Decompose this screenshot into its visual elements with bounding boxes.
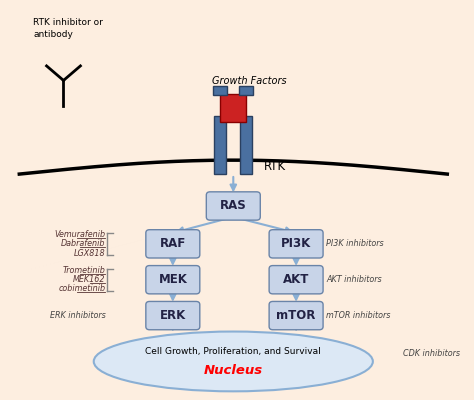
FancyBboxPatch shape xyxy=(220,94,246,122)
Text: RAS: RAS xyxy=(220,200,246,212)
Text: Dabrafenib: Dabrafenib xyxy=(61,239,105,248)
Text: Growth Factors: Growth Factors xyxy=(212,76,287,86)
Text: Cell Growth, Proliferation, and Survival: Cell Growth, Proliferation, and Survival xyxy=(146,347,321,356)
FancyBboxPatch shape xyxy=(146,230,200,258)
Text: Trometinib: Trometinib xyxy=(63,266,105,275)
Text: MEK: MEK xyxy=(158,273,187,286)
Text: RAF: RAF xyxy=(160,237,186,250)
Text: CDK inhibitors: CDK inhibitors xyxy=(403,349,460,358)
Text: PI3K inhibitors: PI3K inhibitors xyxy=(326,239,384,248)
Text: RTK: RTK xyxy=(264,160,286,173)
Ellipse shape xyxy=(94,332,373,391)
Text: AKT: AKT xyxy=(283,273,310,286)
FancyBboxPatch shape xyxy=(146,266,200,294)
FancyBboxPatch shape xyxy=(239,86,253,95)
Text: RTK inhibitor or
antibody: RTK inhibitor or antibody xyxy=(33,18,103,38)
Text: Nucleus: Nucleus xyxy=(204,364,263,377)
Text: Vemurafenib: Vemurafenib xyxy=(54,230,105,239)
Text: MEK162: MEK162 xyxy=(73,275,105,284)
Text: mTOR inhibitors: mTOR inhibitors xyxy=(326,311,391,320)
Text: ERK inhibitors: ERK inhibitors xyxy=(50,311,105,320)
FancyBboxPatch shape xyxy=(214,116,226,174)
FancyBboxPatch shape xyxy=(213,86,227,95)
Text: cobimetinib: cobimetinib xyxy=(58,284,105,293)
Text: ERK: ERK xyxy=(160,309,186,322)
FancyBboxPatch shape xyxy=(206,192,260,220)
FancyBboxPatch shape xyxy=(146,302,200,330)
Text: LGX818: LGX818 xyxy=(74,248,105,258)
Text: AKT inhibitors: AKT inhibitors xyxy=(326,275,382,284)
FancyBboxPatch shape xyxy=(269,266,323,294)
FancyBboxPatch shape xyxy=(269,230,323,258)
FancyBboxPatch shape xyxy=(269,302,323,330)
Text: PI3K: PI3K xyxy=(281,237,311,250)
FancyBboxPatch shape xyxy=(240,116,252,174)
Text: mTOR: mTOR xyxy=(276,309,316,322)
